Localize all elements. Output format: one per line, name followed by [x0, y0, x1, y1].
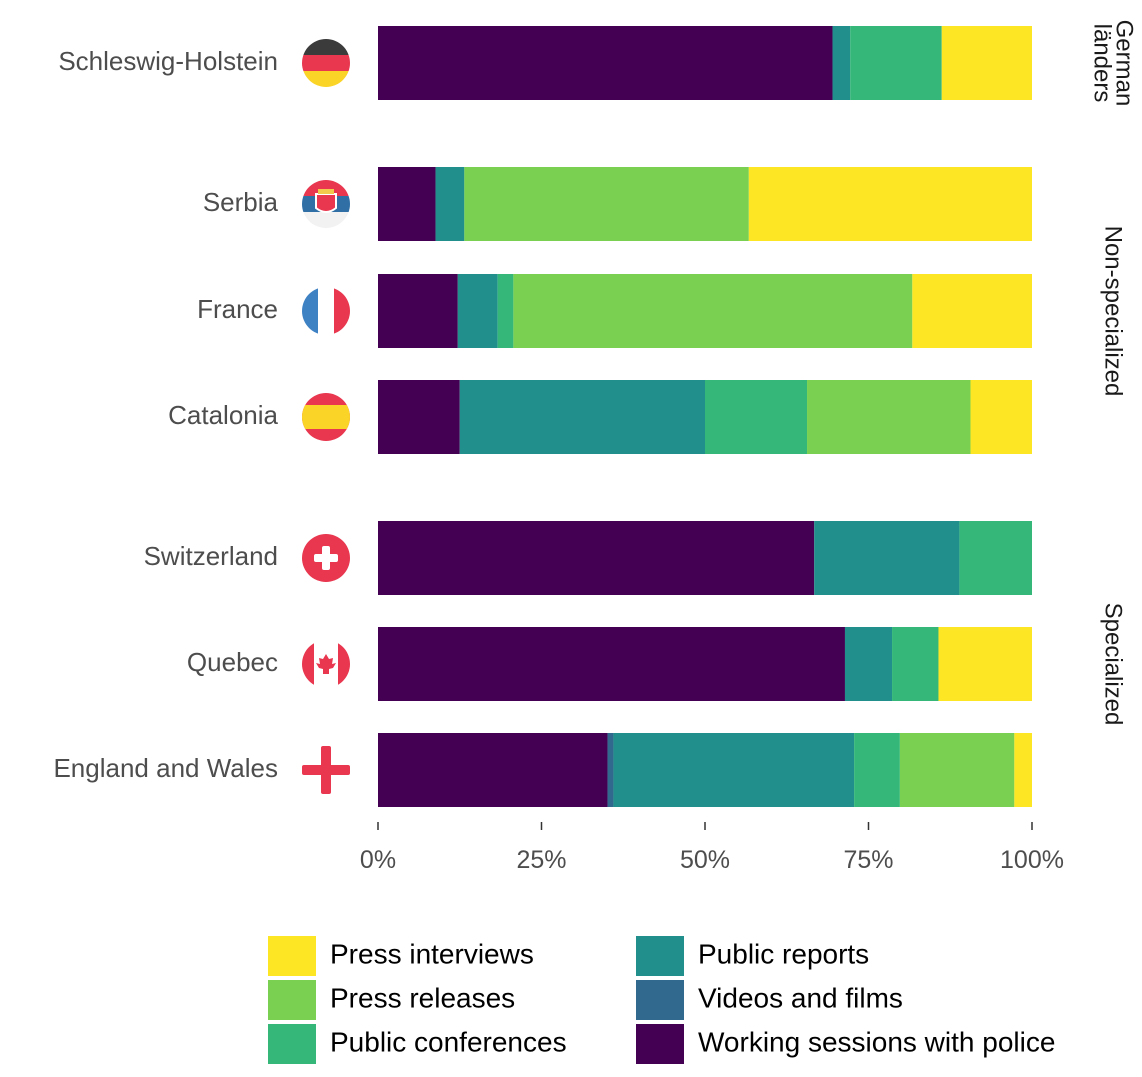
x-axis: 0% 25% 50% 75% 100%: [360, 822, 1064, 874]
switzerland-flag-icon: [302, 534, 350, 582]
germany-flag-icon: [302, 39, 350, 87]
category-label: England and Wales: [53, 753, 278, 783]
bar-france-press-interviews: [912, 274, 1032, 348]
x-tick-label: 0%: [360, 846, 396, 874]
bar-england-and-wales-videos-and-films: [607, 733, 614, 807]
spain-flag-icon: [302, 393, 350, 441]
flag-icons: [302, 39, 350, 794]
facet-label: länders: [1089, 24, 1116, 103]
england-flag-icon: [302, 746, 350, 794]
x-tick-label: 50%: [680, 846, 730, 874]
legend-key-public-conferences: [268, 1024, 316, 1064]
x-tick-label: 100%: [1000, 846, 1064, 874]
bar-serbia-working-sessions-with-police: [378, 167, 436, 241]
bar-england-and-wales-press-interviews: [1014, 733, 1032, 807]
bar-schleswig-holstein-public-conferences: [850, 26, 942, 100]
bar-serbia-press-interviews: [748, 167, 1032, 241]
bar-switzerland-working-sessions-with-police: [378, 521, 815, 595]
category-labels: Schleswig-Holstein Serbia France Catalonia S…: [53, 46, 278, 783]
bar-catalonia-press-releases: [807, 380, 971, 454]
category-label: Quebec: [187, 647, 278, 677]
legend-key-working-sessions-with-police: [636, 1024, 684, 1064]
bar-england-and-wales-public-reports: [613, 733, 855, 807]
bar-england-and-wales-working-sessions-with-police: [378, 733, 608, 807]
bar-quebec-working-sessions-with-police: [378, 627, 845, 701]
facet-label: Specialized: [1100, 603, 1127, 726]
legend-key-videos-and-films: [636, 980, 684, 1020]
bar-schleswig-holstein-public-reports: [832, 26, 851, 100]
legend-label: Videos and films: [698, 982, 903, 1013]
bar-switzerland-public-reports: [814, 521, 960, 595]
bar-catalonia-working-sessions-with-police: [378, 380, 460, 454]
legend: Press interviews Press releases Public con…: [268, 936, 1055, 1064]
legend-label: Press releases: [330, 982, 515, 1013]
x-tick-label: 75%: [843, 846, 893, 874]
serbia-flag-icon: [302, 180, 350, 228]
bar-quebec-public-reports: [844, 627, 893, 701]
bar-quebec-public-conferences: [892, 627, 939, 701]
bar-schleswig-holstein-working-sessions-with-police: [378, 26, 833, 100]
legend-label: Working sessions with police: [698, 1026, 1055, 1057]
bar-catalonia-public-reports: [459, 380, 705, 454]
bar-quebec-press-interviews: [938, 627, 1032, 701]
legend-key-press-interviews: [268, 936, 316, 976]
bar-france-public-conferences: [497, 274, 514, 348]
bars-layer: [378, 26, 1032, 807]
category-label: France: [197, 294, 278, 324]
category-label: Serbia: [203, 187, 279, 217]
bar-france-press-releases: [513, 274, 913, 348]
legend-label: Public reports: [698, 938, 869, 969]
legend-label: Press interviews: [330, 938, 534, 969]
bar-serbia-public-reports: [435, 167, 465, 241]
legend-label: Public conferences: [330, 1026, 567, 1057]
bar-schleswig-holstein-press-interviews: [941, 26, 1032, 100]
bar-catalonia-press-interviews: [970, 380, 1032, 454]
bar-catalonia-public-conferences: [705, 380, 808, 454]
bar-serbia-press-releases: [464, 167, 749, 241]
category-label: Switzerland: [144, 541, 278, 571]
bar-france-working-sessions-with-police: [378, 274, 458, 348]
bar-switzerland-public-conferences: [959, 521, 1032, 595]
bar-england-and-wales-press-releases: [899, 733, 1015, 807]
x-tick-label: 25%: [516, 846, 566, 874]
france-flag-icon: [302, 287, 350, 335]
facet-label: Non-specialized: [1100, 226, 1127, 397]
legend-key-press-releases: [268, 980, 316, 1020]
canada-flag-icon: [302, 640, 350, 688]
category-label: Schleswig-Holstein: [58, 46, 278, 76]
facet-label: German: [1111, 20, 1138, 107]
bar-england-and-wales-public-conferences: [854, 733, 900, 807]
bar-france-public-reports: [457, 274, 498, 348]
legend-key-public-reports: [636, 936, 684, 976]
category-label: Catalonia: [168, 400, 278, 430]
